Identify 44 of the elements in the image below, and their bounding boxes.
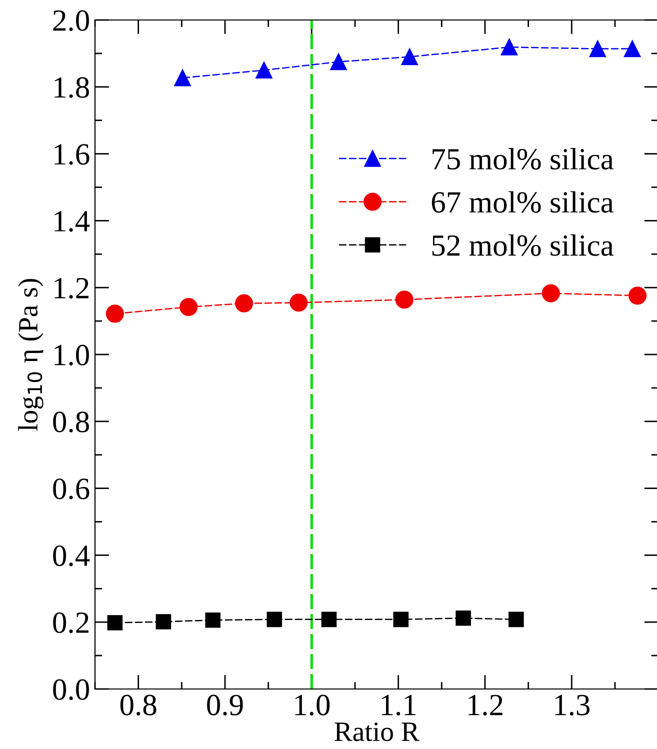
point (107, 615, 123, 630)
y-axis-title: log$_{10}$ η (Pa s) (18, 278, 44, 431)
point (589, 40, 606, 58)
point (174, 70, 191, 86)
legend-label: 52 mol% silica (432, 234, 614, 256)
x-tick-label: 1.2 (468, 694, 502, 716)
x-tick-label: 1.3 (555, 694, 590, 716)
point (456, 610, 471, 626)
x-tick-label: 1.0 (295, 694, 330, 716)
point (156, 614, 172, 630)
point (106, 304, 124, 323)
point (393, 612, 409, 628)
point (266, 612, 282, 628)
point (205, 612, 220, 628)
point (180, 298, 198, 316)
y-tick-label: 1.8 (54, 77, 89, 98)
x-tick-label: 1.1 (382, 694, 416, 716)
y-tick-label: 0.8 (53, 412, 89, 432)
y-tick-label: 0.2 (53, 612, 88, 634)
point (500, 38, 518, 56)
legend-label: 67 mol% silica (432, 191, 614, 213)
point (395, 290, 414, 309)
point (235, 294, 254, 312)
x-tick-label: 0.9 (207, 694, 243, 716)
y-tick-label: 1.2 (54, 278, 88, 299)
point (290, 294, 308, 312)
y-tick-label: 0.0 (53, 679, 89, 700)
point (508, 612, 524, 628)
point (330, 53, 347, 70)
point (624, 40, 641, 58)
y-tick-label: 1.6 (54, 144, 90, 165)
y-tick-label: 0.6 (53, 478, 90, 500)
x-tick-label: 0.8 (120, 694, 156, 716)
y-tick-label: 1.4 (54, 211, 90, 232)
point (256, 62, 272, 79)
x-axis-title: Ratio R (334, 722, 420, 742)
point (321, 612, 337, 628)
y-tick-label: 1.0 (54, 344, 89, 366)
legend-label: 75 mol% silica (432, 148, 614, 170)
point (401, 48, 418, 66)
y-tick-label: 0.4 (53, 545, 90, 566)
y-tick-label: 2.0 (53, 10, 89, 32)
point (628, 286, 647, 305)
point (542, 284, 560, 302)
